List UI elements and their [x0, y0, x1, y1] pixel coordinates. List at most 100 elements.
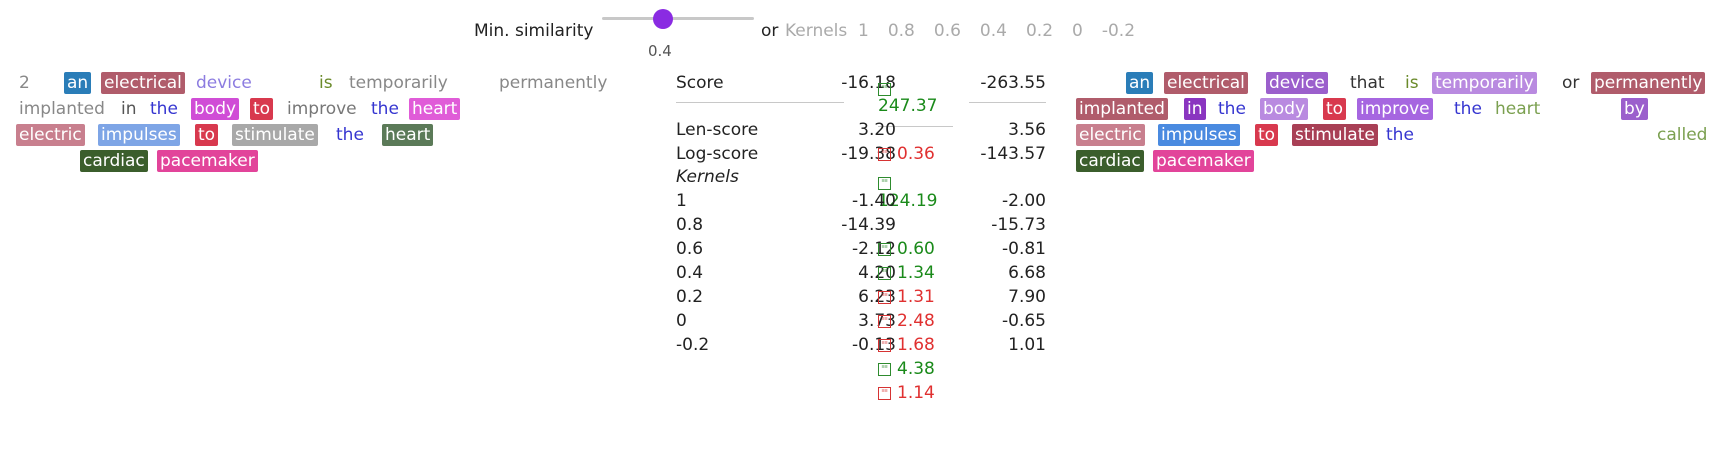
len-score-label: Len-score — [676, 120, 759, 140]
slider-track[interactable] — [602, 17, 754, 20]
kernel-row-right: -0.81 — [1002, 239, 1046, 259]
log-score-right: -143.57 — [980, 144, 1046, 164]
kernel-row-right: -15.73 — [991, 215, 1046, 235]
arrow-down-icon: ≡≡ — [878, 290, 891, 304]
token: electrical — [1164, 72, 1248, 94]
token: pacemaker — [157, 150, 258, 172]
token: body — [191, 98, 240, 120]
arrow-down-icon: ≡≡ — [878, 338, 891, 352]
text-line: cardiac pacemaker — [16, 150, 616, 176]
extra-delta: ≡≡ 1.14 — [878, 382, 935, 404]
or-label: or — [761, 21, 779, 41]
kernel-option[interactable]: -0.2 — [1101, 21, 1136, 41]
token: or — [1562, 73, 1580, 93]
token: an — [1126, 72, 1154, 94]
slider-value: 0.4 — [648, 42, 672, 60]
token: temporarily — [1432, 72, 1537, 94]
token: is — [319, 73, 333, 93]
token: heart — [1495, 99, 1541, 119]
token: in — [121, 99, 137, 119]
kernel-row-label: 1 — [676, 191, 687, 211]
token: 2 — [19, 73, 30, 93]
delta-badge: ≡≡ — [878, 72, 897, 96]
log-score-left: -19.38 — [841, 144, 896, 164]
arrow-up-icon: ≡≡ — [878, 83, 891, 96]
token: electric — [16, 124, 85, 146]
score-right: -263.55 — [980, 73, 1046, 93]
token: electric — [1076, 124, 1145, 146]
min-similarity-slider[interactable] — [602, 8, 754, 38]
log-score-label: Log-score — [676, 144, 759, 164]
text-line: electric impulses to stimulate the calle… — [1076, 124, 1716, 150]
score-table: Score -16.18 ≡≡ -263.55 247.37 Len-score… — [676, 72, 1046, 456]
text-line: implanted in the body to improve the hea… — [1076, 98, 1716, 124]
token: to — [195, 124, 219, 146]
token: heart — [409, 98, 461, 120]
token: improve — [1357, 98, 1433, 120]
score-delta: 247.37 — [878, 96, 938, 116]
token: in — [1184, 98, 1206, 120]
kernel-row-label: 0.6 — [676, 239, 704, 259]
len-score-left: 3.20 — [858, 120, 896, 140]
kernel-row-delta: ≡≡ 0.60 — [878, 238, 935, 260]
token: the — [150, 99, 178, 119]
token: the — [1218, 99, 1246, 119]
arrow-up-icon: ≡≡ — [878, 177, 891, 190]
kernel-row-right: -2.00 — [1002, 191, 1046, 211]
kernels-header: Kernels — [676, 167, 739, 187]
right-text-panel: an electrical device that is temporarily… — [1076, 72, 1716, 176]
token: to — [1323, 98, 1347, 120]
kernels-label: Kernels — [785, 21, 848, 41]
text-line: implanted in the body to improve the hea… — [16, 98, 616, 124]
arrow-down-icon: ≡≡ — [878, 147, 891, 161]
kernel-option[interactable]: 0.8 — [887, 21, 915, 41]
kernel-option[interactable]: 1 — [858, 21, 869, 41]
slider-thumb[interactable] — [652, 9, 673, 29]
kernel-row-left: -14.39 — [841, 215, 896, 235]
arrow-up-icon: ≡≡ — [878, 362, 891, 376]
token: improve — [287, 99, 357, 119]
token: implanted — [1076, 98, 1168, 120]
kernel-row-right: 1.01 — [1008, 335, 1046, 355]
similarity-controls: Min. similarity 0.4 or Kernels 1 0.8 0.6… — [0, 0, 1727, 60]
kernel-row-label: 0.8 — [676, 215, 704, 235]
token: temporarily — [349, 73, 448, 93]
token: permanently — [499, 73, 608, 93]
text-line: cardiac pacemaker — [1076, 150, 1716, 176]
delta-badge: ≡≡ — [878, 166, 897, 190]
token: the — [336, 125, 364, 145]
kernel-option[interactable]: 0.6 — [933, 21, 961, 41]
score-left: -16.18 — [841, 73, 896, 93]
kernel-row-delta: ≡≡ 2.48 — [878, 310, 935, 332]
kernel-row-label: 0.2 — [676, 287, 704, 307]
token: impulses — [98, 124, 180, 146]
log-score-delta: ≡≡ 0.36 — [878, 143, 935, 165]
arrow-down-icon: ≡≡ — [878, 386, 891, 400]
token: pacemaker — [1153, 150, 1254, 172]
divider — [969, 102, 1046, 103]
kernel-option[interactable]: 0.2 — [1025, 21, 1054, 41]
kernels-delta: 124.19 — [878, 191, 938, 211]
kernel-row-label: 0 — [676, 311, 687, 331]
kernel-row-left: 6.23 — [858, 287, 896, 307]
token: stimulate — [232, 124, 318, 146]
token: is — [1405, 73, 1419, 93]
kernel-row-label: 0.4 — [676, 263, 704, 283]
text-line: 2 an electrical device is temporarily pe… — [16, 72, 616, 98]
score-label: Score — [676, 73, 724, 93]
kernel-row-delta: ≡≡ 1.31 — [878, 286, 935, 308]
token: implanted — [19, 99, 105, 119]
kernel-row-delta: ≡≡ 1.34 — [878, 262, 935, 284]
kernel-row-right: -0.65 — [1002, 311, 1046, 331]
kernel-option[interactable]: 0.4 — [979, 21, 1007, 41]
extra-delta: ≡≡ 4.38 — [878, 358, 935, 380]
text-line: electric impulses to stimulate the heart — [16, 124, 616, 150]
divider — [676, 102, 844, 103]
token: to — [1255, 124, 1279, 146]
kernel-option[interactable]: 0 — [1072, 21, 1083, 41]
token: cardiac — [1076, 150, 1144, 172]
arrow-up-icon: ≡≡ — [878, 242, 891, 256]
arrow-down-icon: ≡≡ — [878, 314, 891, 328]
token: cardiac — [80, 150, 148, 172]
token: to — [250, 98, 274, 120]
